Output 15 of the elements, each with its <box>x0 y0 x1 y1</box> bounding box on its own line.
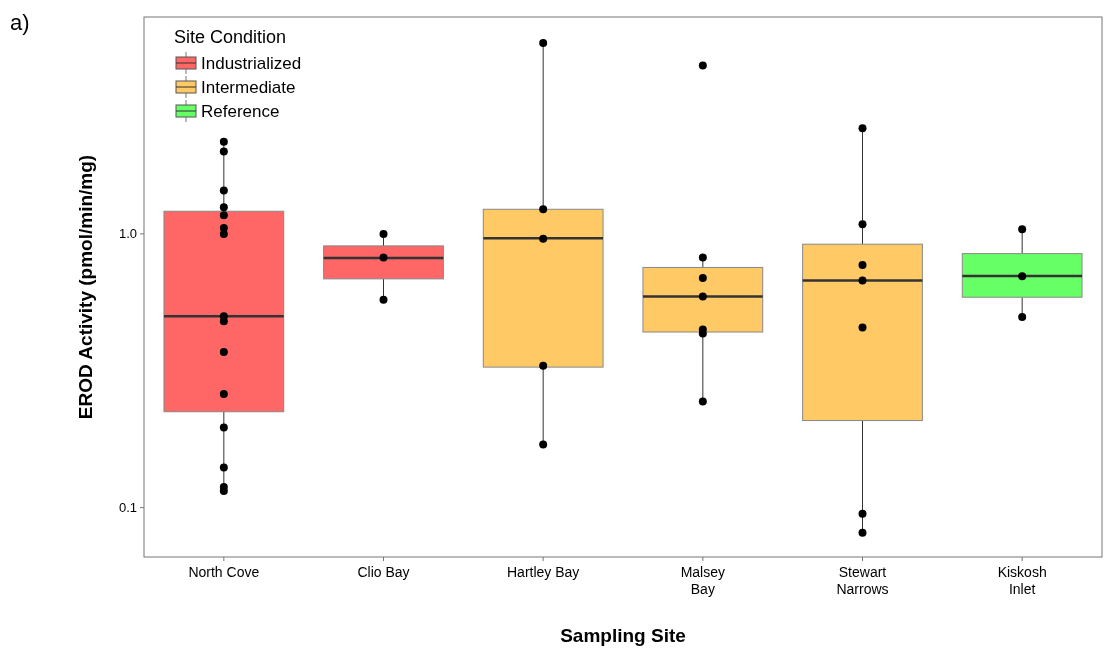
x-tick-label: Kiskosh Inlet <box>997 564 1047 597</box>
x-axis-title: Sampling Site <box>560 625 686 646</box>
chart-title: a) <box>10 10 30 35</box>
x-tick-label: Malsey Bay <box>680 564 726 597</box>
x-tick-label: Stewart Narrows <box>836 564 889 597</box>
y-tick-label: 0.1 <box>118 500 137 516</box>
x-tick-label: Clio Bay <box>357 564 410 580</box>
legend-title: Site Condition <box>174 27 287 47</box>
x-tick-label: North Cove <box>188 564 260 580</box>
legend-label: Intermediate <box>201 77 296 97</box>
y-tick-label: 1.0 <box>118 226 137 242</box>
legend-label: Industrialized <box>201 53 302 73</box>
x-tick-label: Hartley Bay <box>506 564 580 580</box>
legend-label: Reference <box>201 101 280 121</box>
y-axis-title: EROD Activity (pmol/min/mg) <box>75 154 96 420</box>
